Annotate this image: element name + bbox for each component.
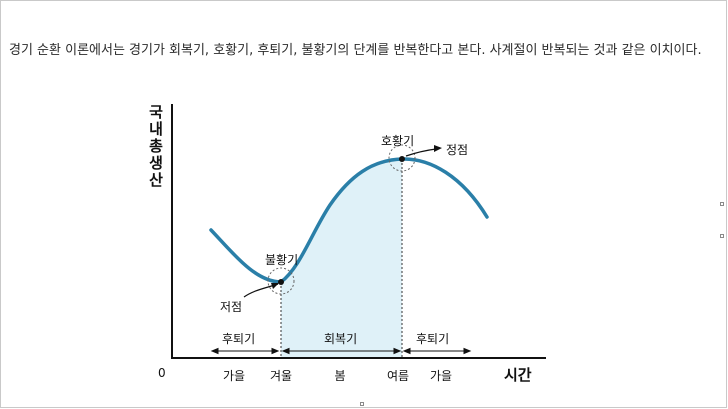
- trough-highlight-circle: [267, 267, 295, 295]
- x-tick-spring: 봄: [334, 369, 346, 383]
- peak-point-label: 정점: [446, 143, 469, 157]
- business-cycle-curve: [209, 157, 489, 284]
- phase-label-recession-2: 후퇴기: [416, 332, 450, 346]
- body-paragraph: 경기 순환 이론에서는 경기가 회복기, 호황기, 후퇴기, 불황기의 단계를 …: [9, 43, 702, 58]
- origin-label: 0: [158, 366, 166, 380]
- peak-phase-label: 호황기: [381, 134, 415, 148]
- y-axis-label: 국내총생산: [149, 103, 163, 189]
- resize-handle-top-right[interactable]: [720, 202, 724, 206]
- phase-label-recession-1: 후퇴기: [222, 332, 256, 346]
- peak-highlight-circle: [388, 144, 416, 172]
- x-tick-autumn-2: 가을: [429, 369, 453, 383]
- trough-arrowhead: [271, 283, 279, 289]
- trough-phase-label: 불황기: [265, 253, 299, 267]
- trough-point-label: 저점: [220, 300, 243, 314]
- peak-arrow: [405, 148, 437, 157]
- x-tick-autumn-1: 가을: [222, 369, 246, 383]
- phase-arrow-recession-2: [402, 347, 472, 355]
- resize-handle-bottom[interactable]: [360, 402, 364, 406]
- phase-label-recovery: 회복기: [324, 332, 358, 346]
- x-axis-label: 시간: [504, 366, 532, 384]
- recovery-shaded-area: [281, 159, 402, 358]
- phase-arrow-recovery: [281, 347, 402, 355]
- phase-arrow-recession-1: [210, 347, 280, 355]
- peak-arrowhead: [434, 145, 442, 152]
- trough-point-marker: [278, 279, 284, 285]
- x-tick-winter: 겨울: [269, 369, 293, 383]
- peak-point-marker: [399, 156, 405, 162]
- resize-handle-right[interactable]: [720, 234, 724, 238]
- x-tick-summer: 여름: [386, 369, 410, 383]
